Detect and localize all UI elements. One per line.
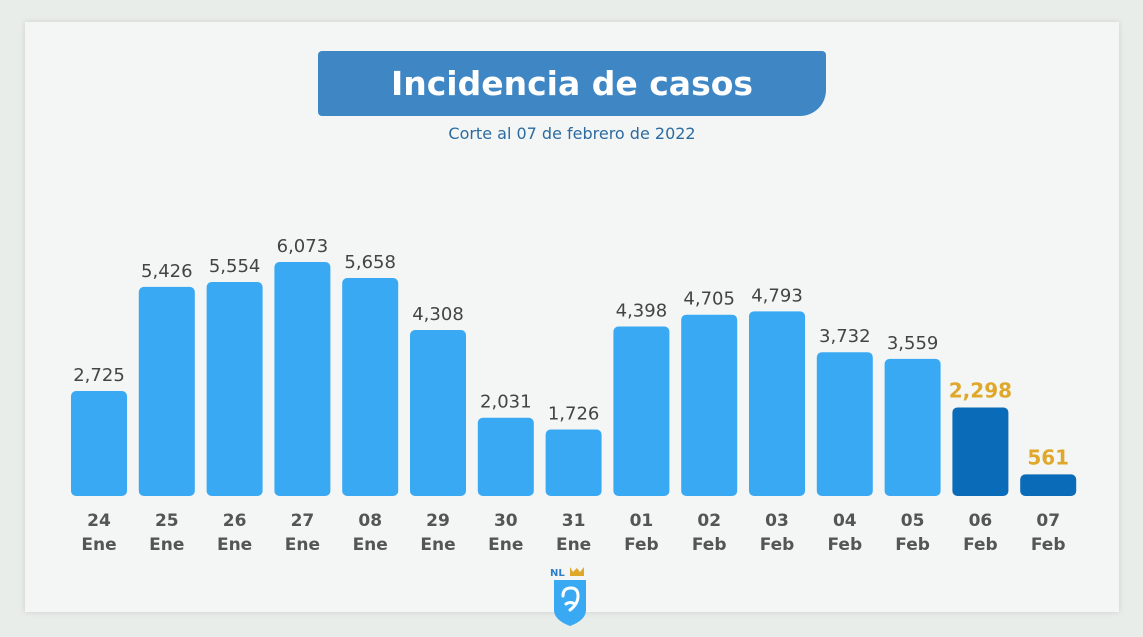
x-tick-day-7: 31 [562, 511, 586, 531]
x-tick-month-11: Feb [827, 535, 862, 555]
bar-7 [545, 429, 602, 496]
x-tick-day-12: 05 [901, 511, 925, 531]
x-tick-month-5: Ene [420, 535, 455, 555]
logo-text: NL [550, 568, 565, 579]
x-tick-day-13: 06 [969, 511, 993, 531]
x-tick-month-9: Feb [692, 535, 727, 555]
title-banner: Incidencia de casos [318, 51, 826, 116]
x-tick-day-10: 03 [765, 511, 789, 531]
value-label-6: 2,031 [480, 392, 532, 413]
value-label-10: 4,793 [751, 285, 803, 306]
shield-emblem-icon [561, 586, 580, 612]
value-label-1: 5,426 [141, 261, 193, 282]
value-label-13: 2,298 [949, 378, 1012, 402]
bar-12 [884, 358, 941, 496]
bar-1 [138, 286, 195, 496]
nuevo-leon-logo: NL [550, 567, 586, 626]
x-tick-month-4: Ene [353, 535, 388, 555]
bar-6 [477, 417, 534, 496]
x-tick-month-14: Feb [1031, 535, 1066, 555]
x-tick-month-6: Ene [488, 535, 523, 555]
value-label-8: 4,398 [616, 301, 668, 322]
value-label-5: 4,308 [412, 304, 464, 325]
value-label-0: 2,725 [73, 365, 125, 386]
value-label-14: 561 [1027, 445, 1069, 469]
x-tick-day-14: 07 [1036, 511, 1060, 531]
x-tick-month-3: Ene [285, 535, 320, 555]
bar-8 [613, 326, 670, 496]
value-label-2: 5,554 [209, 256, 261, 277]
x-tick-day-4: 08 [358, 511, 382, 531]
x-tick-day-6: 30 [494, 511, 518, 531]
bar-9 [681, 314, 738, 496]
x-tick-month-7: Ene [556, 535, 591, 555]
value-label-3: 6,073 [277, 236, 329, 257]
x-tick-day-9: 02 [697, 511, 721, 531]
x-tick-day-0: 24 [87, 511, 111, 531]
x-tick-month-13: Feb [963, 535, 998, 555]
x-tick-month-1: Ene [149, 535, 184, 555]
bar-4 [342, 277, 399, 496]
value-label-12: 3,559 [887, 333, 939, 354]
value-label-4: 5,658 [344, 252, 396, 273]
x-tick-month-10: Feb [760, 535, 795, 555]
x-tick-month-8: Feb [624, 535, 659, 555]
bar-2 [206, 281, 263, 496]
bar-0 [71, 391, 127, 496]
value-label-9: 4,705 [683, 289, 735, 310]
chart-subtitle: Corte al 07 de febrero de 2022 [448, 124, 696, 143]
x-tick-day-5: 29 [426, 511, 450, 531]
bar-13 [952, 407, 1009, 496]
crown-icon [570, 567, 584, 576]
value-label-7: 1,726 [548, 403, 600, 424]
bar-5 [410, 330, 466, 496]
x-tick-month-2: Ene [217, 535, 252, 555]
bar-14 [1020, 474, 1077, 496]
x-tick-month-0: Ene [81, 535, 116, 555]
value-label-11: 3,732 [819, 326, 871, 347]
bar-10 [749, 311, 805, 496]
x-tick-day-2: 26 [223, 511, 247, 531]
x-tick-day-1: 25 [155, 511, 179, 531]
bar-11 [816, 352, 873, 496]
x-tick-day-11: 04 [833, 511, 857, 531]
bar-3 [274, 262, 331, 496]
x-tick-day-8: 01 [630, 511, 654, 531]
x-tick-month-12: Feb [895, 535, 930, 555]
chart-title: Incidencia de casos [390, 64, 754, 103]
x-tick-day-3: 27 [291, 511, 315, 531]
